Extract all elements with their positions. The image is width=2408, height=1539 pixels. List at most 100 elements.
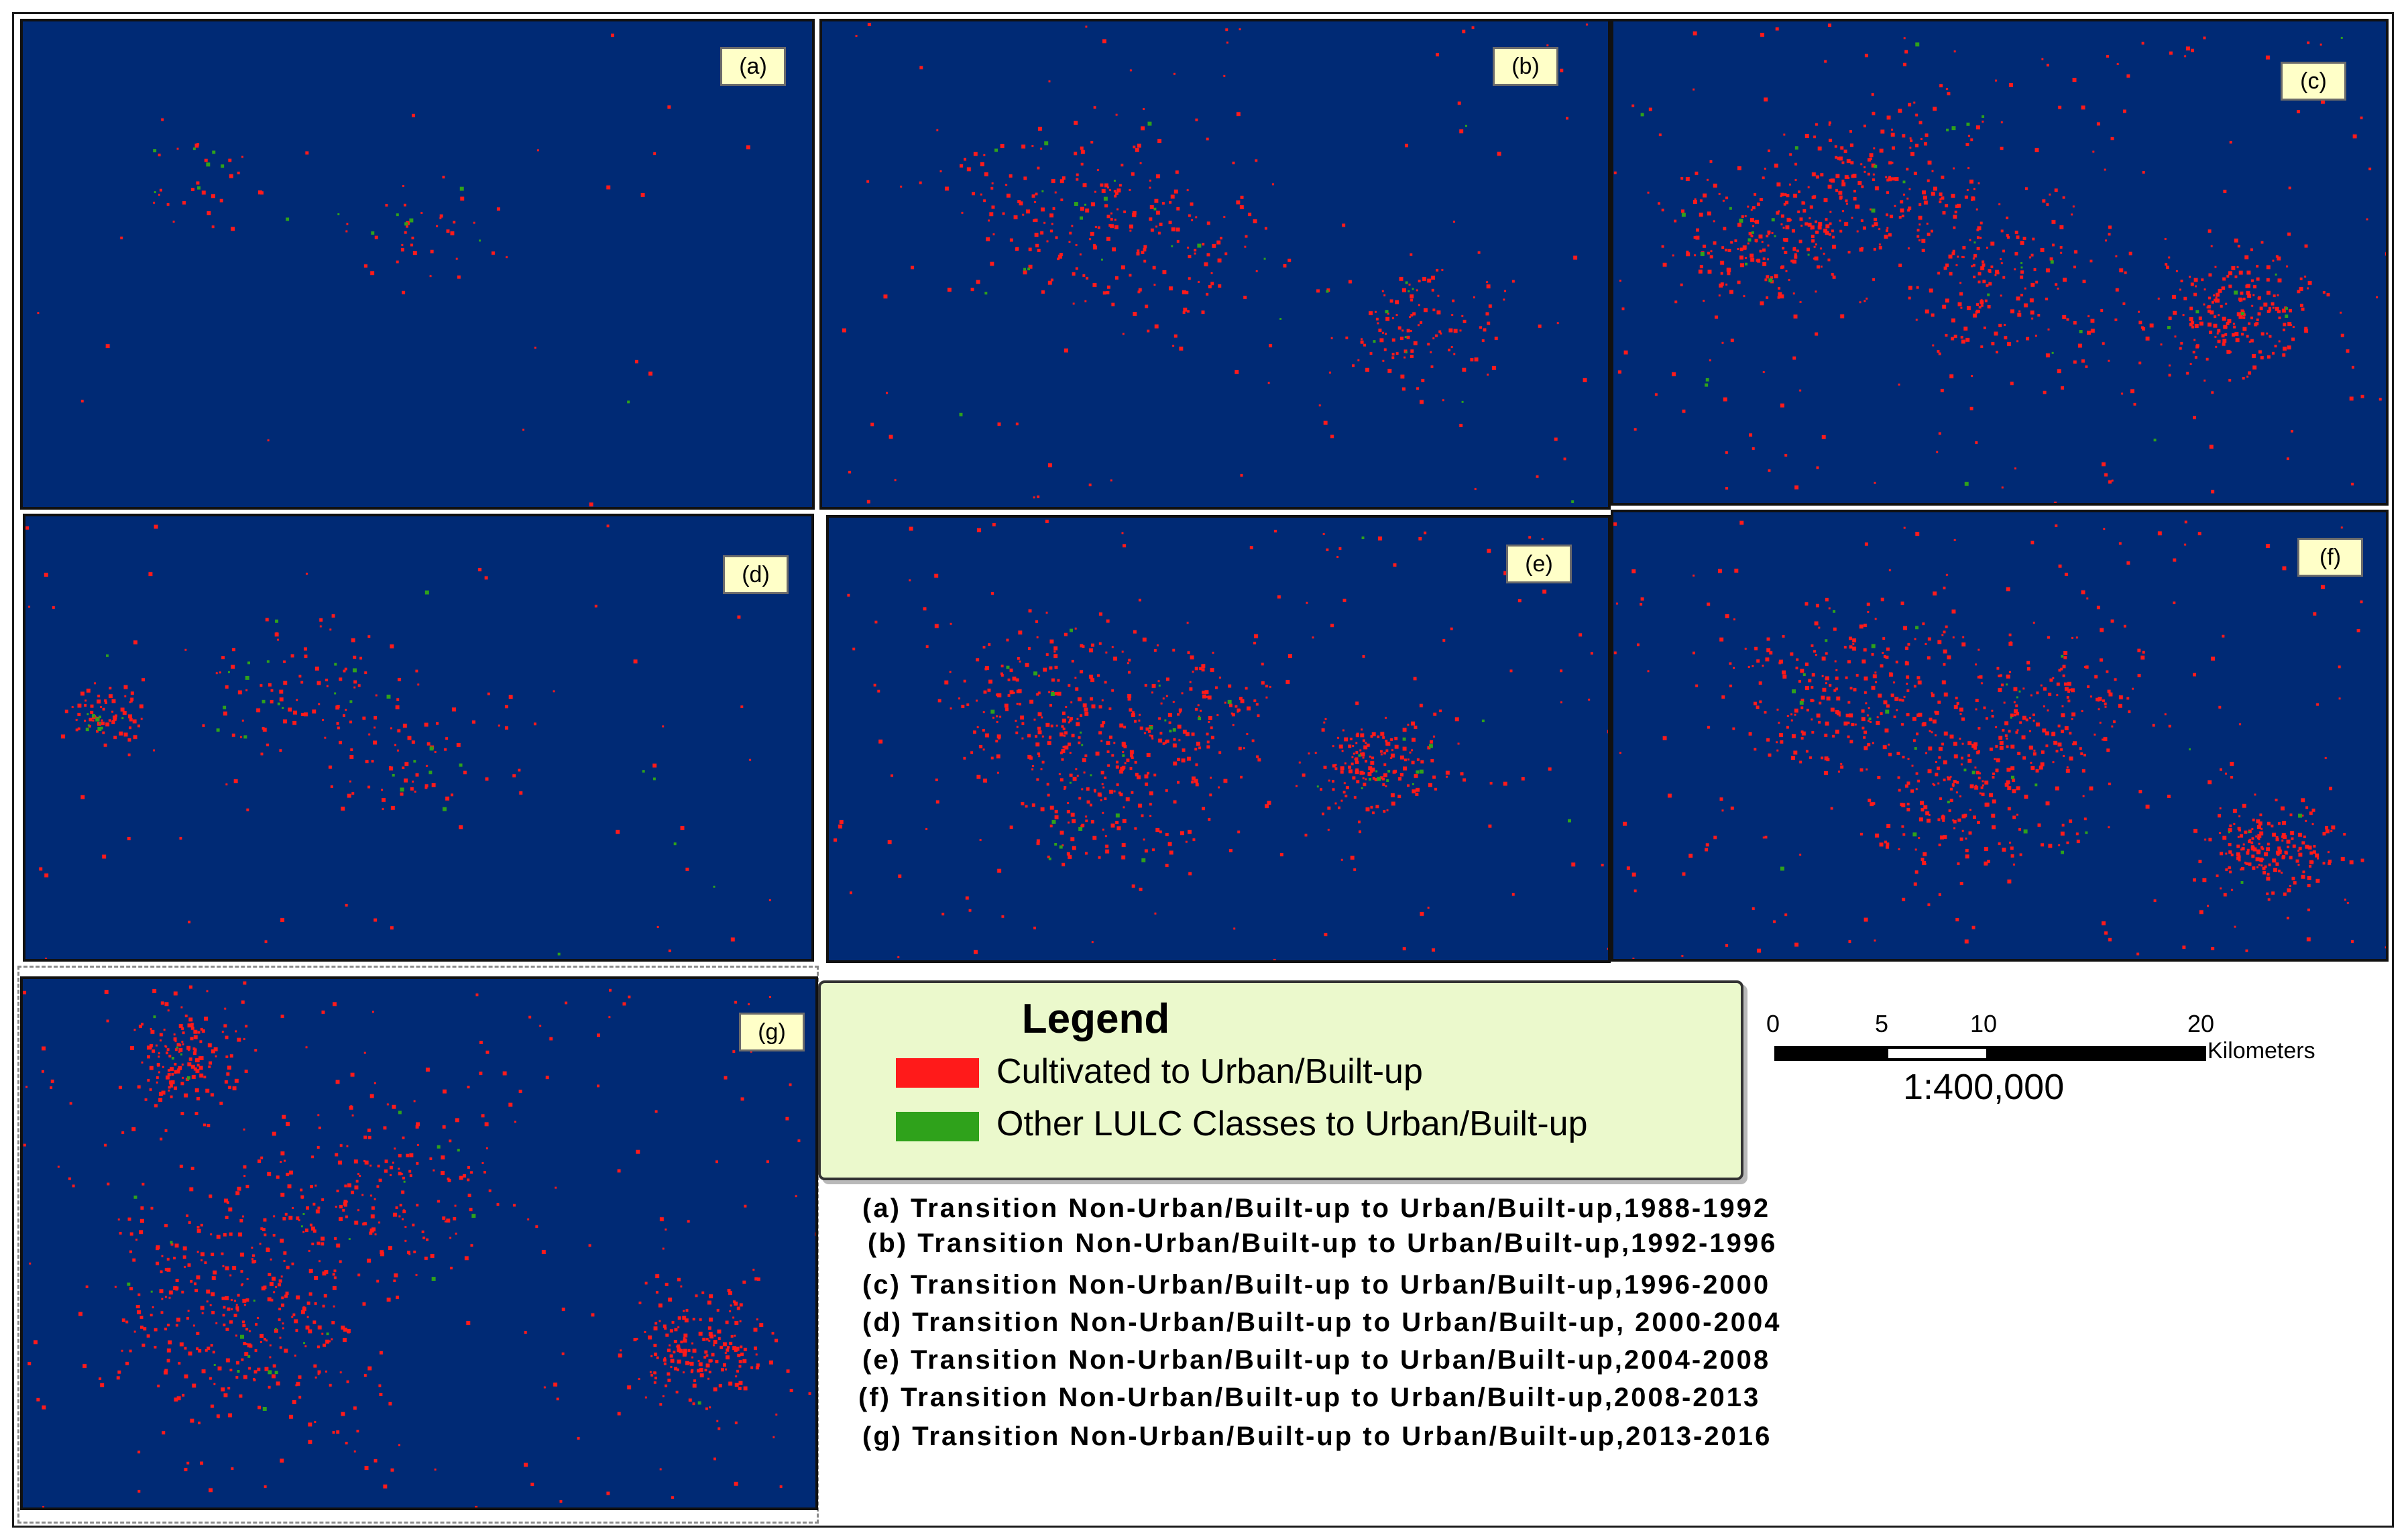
cultivated-change-pixel	[2255, 857, 2260, 862]
cultivated-change-pixel	[1019, 661, 1021, 663]
cultivated-change-pixel	[1287, 654, 1292, 659]
cultivated-change-pixel	[240, 1252, 245, 1257]
cultivated-change-pixel	[1839, 219, 1841, 222]
cultivated-change-pixel	[2007, 879, 2012, 884]
cultivated-change-pixel	[744, 1204, 747, 1208]
cultivated-change-pixel	[430, 1253, 435, 1258]
cultivated-change-pixel	[216, 1235, 221, 1239]
cultivated-change-pixel	[288, 1215, 293, 1220]
cultivated-change-pixel	[1379, 338, 1384, 343]
cultivated-change-pixel	[2250, 248, 2253, 251]
cultivated-change-pixel	[2360, 858, 2364, 862]
cultivated-change-pixel	[174, 1062, 177, 1066]
cultivated-change-pixel	[380, 1250, 384, 1255]
cultivated-change-pixel	[2060, 251, 2063, 254]
cultivated-change-pixel	[1977, 280, 1981, 284]
cultivated-change-pixel	[345, 903, 348, 907]
cultivated-change-pixel	[1984, 847, 1989, 851]
cultivated-change-pixel	[1989, 747, 1993, 751]
cultivated-change-pixel	[789, 1389, 793, 1393]
cultivated-change-pixel	[2072, 205, 2075, 208]
cultivated-change-pixel	[1433, 712, 1437, 716]
cultivated-change-pixel	[1908, 206, 1912, 210]
cultivated-change-pixel	[2218, 705, 2222, 709]
cultivated-change-pixel	[1104, 681, 1107, 684]
cultivated-change-pixel	[1185, 290, 1189, 294]
cultivated-change-pixel	[93, 716, 97, 719]
cultivated-change-pixel	[693, 1379, 697, 1382]
cultivated-change-pixel	[288, 1414, 293, 1419]
cultivated-change-pixel	[1744, 256, 1747, 259]
cultivated-change-pixel	[1261, 681, 1265, 685]
cultivated-change-pixel	[707, 1377, 709, 1380]
cultivated-change-pixel	[317, 1325, 322, 1330]
cultivated-change-pixel	[1843, 150, 1847, 154]
cultivated-change-pixel	[2016, 813, 2018, 816]
cultivated-change-pixel	[1613, 651, 1617, 654]
cultivated-change-pixel	[976, 528, 981, 532]
cultivated-change-pixel	[1953, 226, 1956, 229]
cultivated-change-pixel	[1835, 730, 1839, 734]
cultivated-change-pixel	[1344, 795, 1348, 798]
cultivated-change-pixel	[363, 1222, 367, 1226]
cultivated-change-pixel	[2198, 860, 2202, 864]
cultivated-change-pixel	[1884, 234, 1888, 239]
cultivated-change-pixel	[1918, 203, 1922, 207]
cultivated-change-pixel	[1977, 310, 1981, 314]
cultivated-change-pixel	[1391, 356, 1395, 359]
cultivated-change-pixel	[121, 1349, 123, 1352]
cultivated-change-pixel	[730, 937, 735, 942]
cultivated-change-pixel	[2082, 795, 2085, 797]
cultivated-change-pixel	[699, 1373, 704, 1377]
cultivated-change-pixel	[1685, 176, 1690, 181]
cultivated-change-pixel	[1159, 830, 1162, 834]
cultivated-change-pixel	[2132, 687, 2134, 690]
cultivated-change-pixel	[1105, 844, 1109, 848]
cultivated-change-pixel	[1210, 667, 1214, 672]
cultivated-change-pixel	[328, 765, 332, 769]
cultivated-change-pixel	[1815, 220, 1818, 223]
other-lulc-change-pixel	[300, 1225, 303, 1228]
cultivated-change-pixel	[1323, 721, 1326, 724]
cultivated-change-pixel	[1076, 775, 1079, 777]
cultivated-change-pixel	[695, 1294, 698, 1298]
cultivated-change-pixel	[210, 1233, 213, 1236]
cultivated-change-pixel	[195, 1069, 200, 1074]
cultivated-change-pixel	[2026, 337, 2030, 341]
cultivated-change-pixel	[1851, 217, 1853, 219]
cultivated-change-pixel	[2110, 619, 2114, 623]
other-lulc-change-pixel	[1568, 819, 1571, 823]
cultivated-change-pixel	[225, 1215, 229, 1219]
cultivated-change-pixel	[549, 1037, 553, 1041]
cultivated-change-pixel	[466, 1321, 471, 1325]
cultivated-change-pixel	[2022, 687, 2025, 690]
cultivated-change-pixel	[1864, 730, 1868, 734]
cultivated-change-pixel	[997, 422, 1001, 426]
other-lulc-change-pixel	[1172, 728, 1176, 732]
cultivated-change-pixel	[1153, 648, 1157, 652]
cultivated-change-pixel	[77, 727, 80, 730]
cultivated-change-pixel	[2004, 324, 2006, 327]
cultivated-change-pixel	[1902, 897, 1906, 901]
cultivated-change-pixel	[143, 1327, 147, 1331]
cultivated-change-pixel	[1831, 244, 1836, 249]
cultivated-change-pixel	[1959, 795, 1961, 798]
cultivated-change-pixel	[1717, 569, 1722, 573]
cultivated-change-pixel	[2023, 303, 2028, 308]
cultivated-change-pixel	[1195, 216, 1198, 219]
cultivated-change-pixel	[442, 176, 445, 179]
cultivated-change-pixel	[1165, 864, 1169, 868]
cultivated-change-pixel	[1780, 403, 1784, 408]
cultivated-change-pixel	[1155, 174, 1160, 178]
cultivated-change-pixel	[1864, 676, 1868, 681]
cultivated-change-pixel	[2193, 339, 2196, 341]
cultivated-change-pixel	[2138, 361, 2142, 365]
cultivated-change-pixel	[2248, 371, 2252, 375]
cultivated-change-pixel	[1794, 162, 1798, 166]
cultivated-change-pixel	[1119, 793, 1123, 797]
cultivated-change-pixel	[1195, 118, 1198, 121]
cultivated-change-pixel	[2223, 325, 2226, 328]
cultivated-change-pixel	[2114, 678, 2117, 681]
cultivated-change-pixel	[1342, 791, 1346, 794]
cultivated-change-pixel	[2106, 748, 2110, 752]
